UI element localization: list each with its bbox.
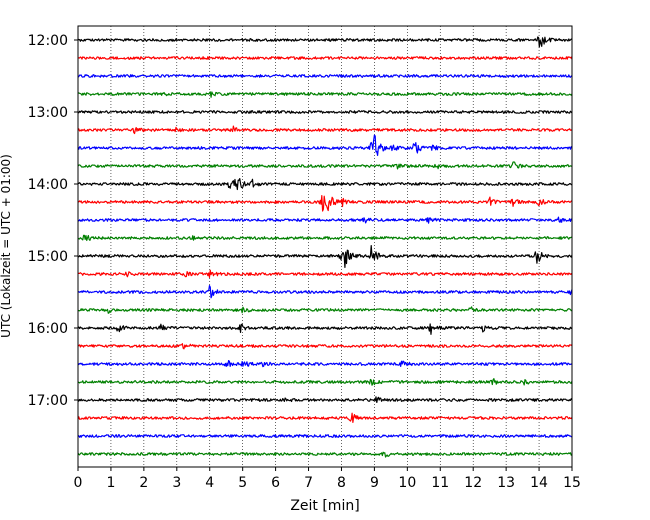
x-tick-label: 11 bbox=[431, 475, 449, 491]
x-tick-label: 5 bbox=[238, 475, 247, 491]
trace-1230 bbox=[77, 74, 573, 78]
x-tick-label: 0 bbox=[74, 475, 83, 491]
trace-1500 bbox=[77, 245, 573, 269]
trace-1730 bbox=[77, 434, 573, 438]
x-tick-label: 8 bbox=[337, 475, 346, 491]
y-axis: 12:00 13:00 14:00 15:00 16:00 17:00 bbox=[28, 33, 78, 409]
trace-1445 bbox=[77, 234, 573, 242]
x-axis-label: Zeit [min] bbox=[290, 498, 359, 514]
x-tick-label: 12 bbox=[464, 475, 482, 491]
trace-1215 bbox=[77, 56, 573, 60]
trace-1645 bbox=[77, 378, 573, 386]
trace-1715 bbox=[77, 412, 573, 424]
trace-1600 bbox=[77, 323, 573, 335]
trace-1300 bbox=[77, 110, 573, 114]
x-tick-label: 15 bbox=[563, 475, 581, 491]
trace-1615 bbox=[77, 343, 573, 350]
trace-1745 bbox=[77, 451, 573, 458]
x-tick-label: 6 bbox=[271, 475, 280, 491]
y-tick-label: 12:00 bbox=[28, 33, 68, 49]
trace-1245 bbox=[77, 91, 573, 98]
trace-1315 bbox=[77, 125, 573, 135]
x-tick-label: 9 bbox=[370, 475, 379, 491]
x-tick-label: 10 bbox=[398, 475, 416, 491]
trace-1430 bbox=[77, 216, 573, 224]
trace-1200 bbox=[77, 36, 573, 48]
trace-1415 bbox=[77, 195, 573, 212]
x-tick-label: 1 bbox=[106, 475, 115, 491]
trace-1515 bbox=[77, 269, 573, 279]
x-tick-label: 3 bbox=[172, 475, 181, 491]
trace-group bbox=[77, 36, 573, 458]
trace-1545 bbox=[77, 306, 573, 314]
x-axis: 0 1 2 3 4 5 6 7 8 9 10 11 12 13 14 15 bbox=[74, 467, 581, 491]
trace-1330 bbox=[77, 134, 573, 156]
x-tick-label: 2 bbox=[139, 475, 148, 491]
x-tick-label: 7 bbox=[304, 475, 313, 491]
y-tick-label: 14:00 bbox=[28, 177, 68, 193]
y-tick-label: 13:00 bbox=[28, 105, 68, 121]
x-tick-label: 13 bbox=[497, 475, 515, 491]
plot-frame bbox=[77, 25, 573, 468]
y-tick-label: 17:00 bbox=[28, 393, 68, 409]
trace-1630 bbox=[77, 359, 573, 368]
trace-1400 bbox=[77, 177, 573, 191]
y-tick-label: 16:00 bbox=[28, 321, 68, 337]
x-tick-label: 14 bbox=[530, 475, 548, 491]
trace-1700 bbox=[77, 396, 573, 404]
y-axis-label: UTC (Lokalzeit = UTC + 01:00) bbox=[0, 154, 13, 338]
trace-1530 bbox=[77, 285, 573, 299]
y-tick-label: 15:00 bbox=[28, 249, 68, 265]
trace-1345 bbox=[77, 161, 573, 170]
x-tick-label: 4 bbox=[205, 475, 214, 491]
